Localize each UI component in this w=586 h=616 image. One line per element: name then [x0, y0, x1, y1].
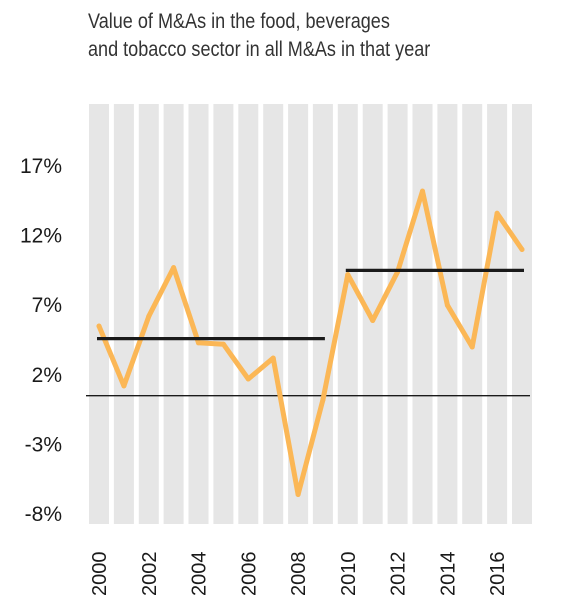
data-point-2016	[494, 210, 500, 216]
y-axis-tick-labels: 17% 12% 7% 2% -3% -8%	[20, 155, 62, 526]
data-point-2006	[245, 376, 251, 382]
grid-band-2004	[188, 104, 209, 524]
grid-band-2009	[312, 104, 333, 524]
average-lines	[97, 268, 524, 341]
data-point-2008	[295, 492, 301, 497]
x-tick-label: 2004	[189, 552, 211, 597]
grid-band-2008	[288, 104, 309, 524]
grid-band-2012	[387, 104, 408, 524]
data-point-2003	[171, 265, 177, 271]
y-tick-label: 7%	[32, 294, 62, 317]
series-lines	[96, 188, 525, 497]
x-tick-label: 2010	[338, 552, 360, 597]
x-tick-label: 2002	[139, 552, 161, 597]
chart-title: Value of M&As in the food, beverages and…	[88, 8, 501, 64]
x-tick-label: 2012	[388, 552, 410, 597]
x-tick-label: 2008	[288, 552, 310, 597]
data-point-2004	[196, 340, 201, 346]
series-line-0	[96, 188, 525, 497]
data-point-2015	[469, 344, 475, 350]
x-axis-tick-labels: 2000 2002 2004 2006 2008 2010 2012 2014 2016	[89, 552, 509, 597]
data-point-2005	[220, 341, 226, 347]
grid-bands	[89, 104, 532, 524]
y-tick-label: -3%	[25, 433, 62, 456]
x-tick-label: 2000	[89, 552, 111, 597]
grid-band-2010	[337, 104, 358, 524]
data-point-2007	[270, 355, 276, 361]
grid-band-2003	[163, 104, 184, 524]
grid-band-2017	[512, 104, 532, 524]
data-point-2013	[420, 188, 425, 194]
data-point-2009	[320, 397, 326, 403]
grid-band-2005	[213, 104, 234, 524]
data-point-2001	[121, 383, 127, 389]
data-point-2017	[519, 247, 525, 252]
data-point-2000	[96, 323, 102, 329]
grid-band-2006	[238, 104, 259, 524]
data-point-2010	[345, 272, 351, 278]
y-tick-label: 2%	[32, 364, 62, 387]
y-tick-label: 12%	[20, 225, 62, 248]
data-point-2002	[146, 313, 152, 319]
data-point-2014	[444, 302, 450, 308]
y-tick-label: -8%	[25, 503, 62, 526]
grid-band-2015	[462, 104, 483, 524]
grid-band-2011	[362, 104, 383, 524]
x-tick-label: 2006	[238, 552, 260, 597]
y-tick-label: 17%	[20, 155, 62, 178]
chart-title-line-1: Value of M&As in the food, beverages	[88, 10, 390, 33]
grid-band-2007	[263, 104, 284, 524]
x-tick-label: 2014	[437, 552, 459, 597]
grid-band-2013	[412, 104, 433, 524]
grid-band-2016	[487, 104, 508, 524]
grid-band-2000	[89, 104, 109, 524]
grid-band-2001	[113, 104, 134, 524]
data-point-2011	[370, 318, 376, 323]
chart-title-line-2: and tobacco sector in all M&As in that y…	[88, 38, 431, 61]
x-tick-label: 2016	[487, 552, 509, 597]
grid-band-2014	[437, 104, 458, 524]
